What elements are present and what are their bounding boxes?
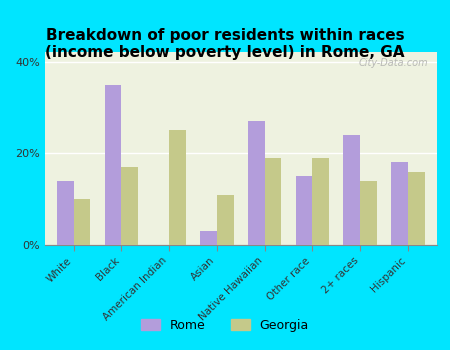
- Bar: [408, 172, 424, 245]
- Bar: [57, 181, 74, 245]
- Bar: [200, 231, 217, 245]
- Bar: [360, 181, 377, 245]
- Bar: [217, 195, 234, 245]
- Bar: [312, 158, 329, 245]
- Text: Breakdown of poor residents within races
(income below poverty level) in Rome, G: Breakdown of poor residents within races…: [45, 28, 405, 61]
- Bar: [74, 199, 90, 245]
- Bar: [105, 85, 122, 245]
- Bar: [343, 135, 360, 245]
- Bar: [169, 131, 186, 245]
- Bar: [265, 158, 281, 245]
- Bar: [248, 121, 265, 245]
- Bar: [122, 167, 138, 245]
- Bar: [296, 176, 312, 245]
- Bar: [391, 162, 408, 245]
- Legend: Rome, Georgia: Rome, Georgia: [136, 314, 314, 337]
- Text: City-Data.com: City-Data.com: [359, 58, 429, 68]
